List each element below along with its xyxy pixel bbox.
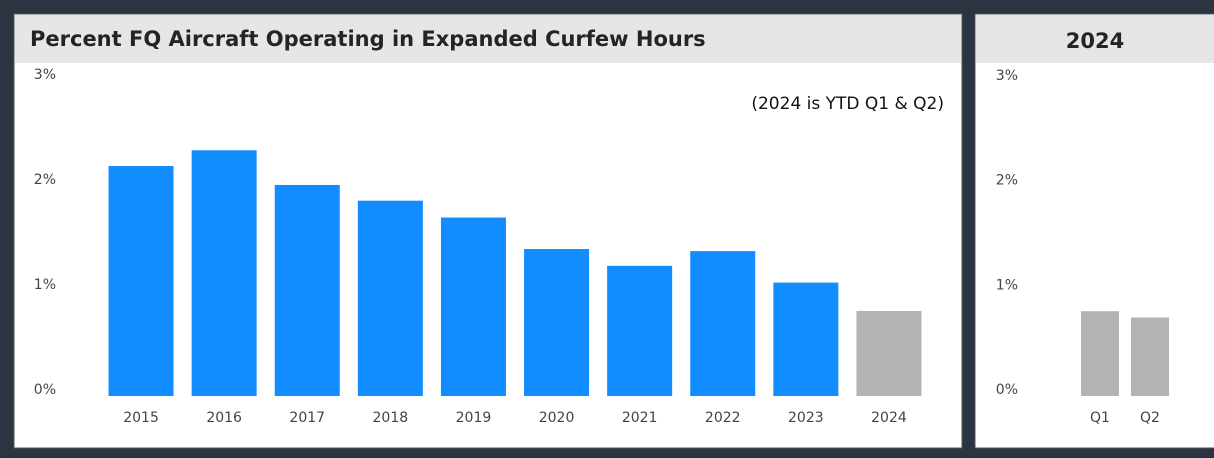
x-tick-label: Q1 bbox=[1090, 410, 1110, 426]
bar bbox=[274, 184, 340, 396]
x-tick-label: 2021 bbox=[622, 410, 658, 426]
y-tick-label: 0% bbox=[34, 382, 56, 398]
y-tick-label: 1% bbox=[996, 277, 1018, 293]
y-tick-label: 2% bbox=[996, 173, 1018, 189]
x-tick-label: 2015 bbox=[123, 410, 159, 426]
bar bbox=[690, 251, 756, 396]
bar bbox=[1081, 311, 1119, 396]
x-tick-label: 2024 bbox=[871, 410, 907, 426]
y-tick-label: 0% bbox=[996, 382, 1018, 398]
bar bbox=[440, 217, 506, 396]
x-tick-label: 2019 bbox=[456, 410, 492, 426]
bar bbox=[773, 282, 839, 396]
x-tick-label: 2022 bbox=[705, 410, 741, 426]
title-bar bbox=[15, 15, 961, 63]
x-tick-label: 2023 bbox=[788, 410, 824, 426]
chart-title: Percent FQ Aircraft Operating in Expande… bbox=[30, 27, 706, 51]
bar bbox=[191, 150, 257, 396]
y-tick-label: 3% bbox=[34, 67, 56, 83]
bar bbox=[1131, 317, 1169, 396]
bar bbox=[357, 200, 423, 396]
x-tick-label: 2017 bbox=[289, 410, 325, 426]
annotation: (2024 is YTD Q1 & Q2) bbox=[751, 94, 944, 114]
chart-title: 2024 bbox=[1066, 29, 1124, 53]
title-bar bbox=[976, 15, 1214, 63]
x-tick-label: 2020 bbox=[539, 410, 575, 426]
bar bbox=[607, 265, 673, 396]
bar bbox=[524, 249, 590, 396]
x-tick-label: 2016 bbox=[206, 410, 242, 426]
y-tick-label: 2% bbox=[34, 172, 56, 188]
x-tick-label: 2018 bbox=[373, 410, 409, 426]
y-tick-label: 1% bbox=[34, 277, 56, 293]
bar bbox=[856, 310, 922, 396]
bar bbox=[108, 166, 174, 396]
x-tick-label: Q2 bbox=[1140, 410, 1160, 426]
y-tick-label: 3% bbox=[996, 68, 1018, 84]
